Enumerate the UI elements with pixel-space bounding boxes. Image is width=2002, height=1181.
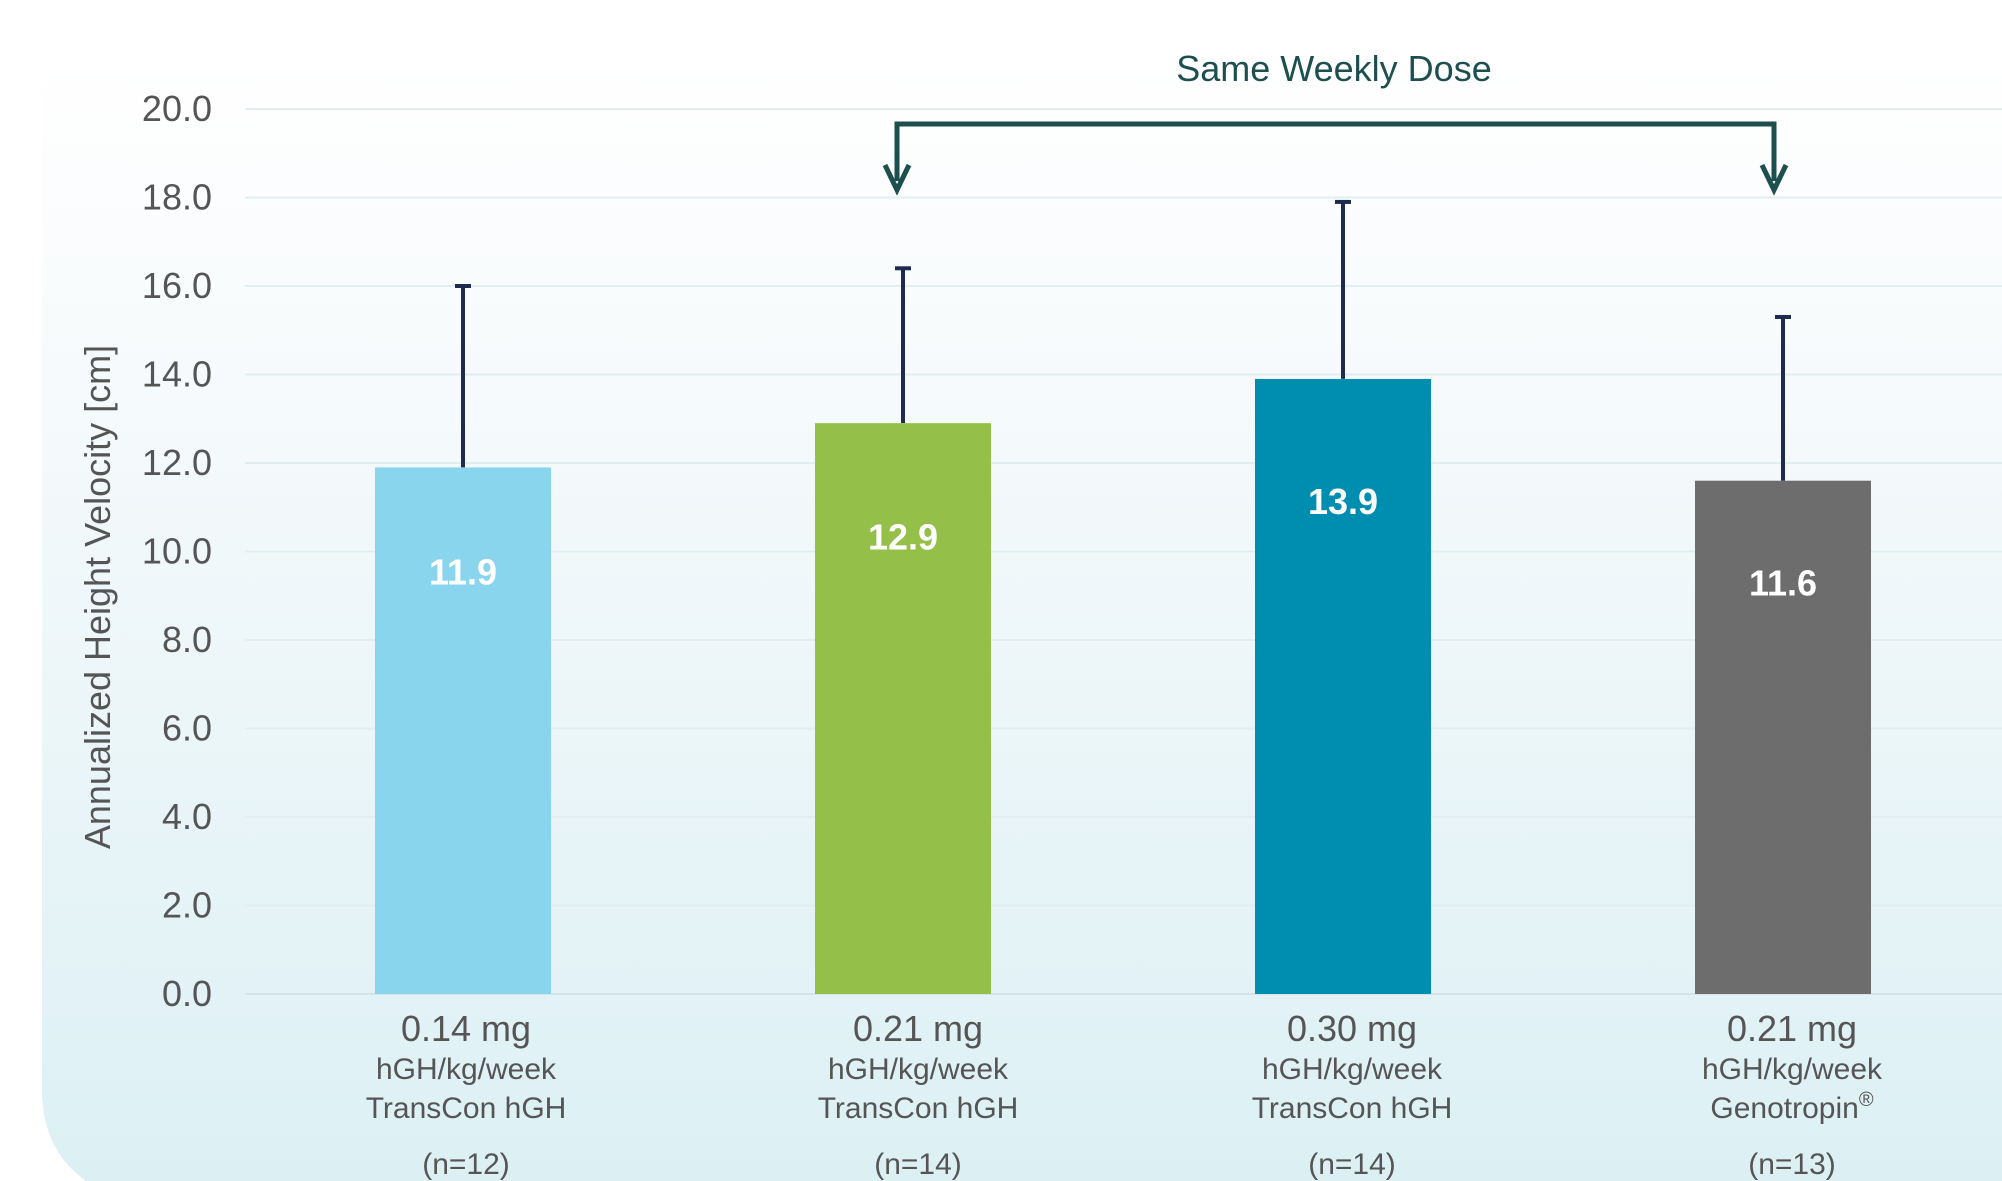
bar-value-labels: 11.9 12.9 13.9 11.6 — [429, 481, 1817, 603]
bar — [375, 467, 551, 994]
bar — [1695, 480, 1871, 994]
same-dose-annotation: Same Weekly Dose — [882, 48, 1789, 196]
bar — [815, 423, 991, 994]
annotation-arrowhead — [1759, 163, 1789, 196]
x-category-dose: 0.21 mg — [853, 1008, 983, 1049]
y-tick-label: 18.0 — [142, 177, 212, 218]
annotation-arrowhead — [882, 163, 912, 196]
y-tick-label: 16.0 — [142, 265, 212, 306]
x-category-product-name: TransCon hGH — [366, 1092, 567, 1125]
bar-value-label: 12.9 — [868, 516, 938, 557]
x-category-n: (n=14) — [874, 1148, 962, 1181]
y-tick-label: 14.0 — [142, 354, 212, 395]
y-tick-label: 20.0 — [142, 88, 212, 129]
x-category-product: TransCon hGH — [818, 1092, 1019, 1125]
x-category-unit: hGH/kg/week — [1702, 1053, 1883, 1086]
y-tick-label: 6.0 — [162, 708, 212, 749]
x-category-unit: hGH/kg/week — [828, 1053, 1009, 1086]
y-tick-label: 0.0 — [162, 973, 212, 1014]
bar-value-label: 13.9 — [1308, 481, 1378, 522]
x-category-n: (n=13) — [1748, 1148, 1836, 1181]
y-tick-label: 2.0 — [162, 885, 212, 926]
x-category-n: (n=12) — [422, 1148, 510, 1181]
x-category-dose: 0.14 mg — [401, 1008, 531, 1049]
y-axis-ticks: 0.0 2.0 4.0 6.0 8.0 10.0 12.0 14.0 16.0 18.0 20.0 — [142, 88, 212, 1014]
error-bars — [455, 199, 1791, 481]
bar-value-label: 11.9 — [429, 552, 497, 593]
y-tick-label: 8.0 — [162, 619, 212, 660]
x-category-unit: hGH/kg/week — [376, 1053, 557, 1086]
x-category-product-superscript: ® — [1859, 1089, 1874, 1111]
x-category-dose: 0.21 mg — [1727, 1008, 1857, 1049]
y-tick-label: 4.0 — [162, 796, 212, 837]
y-tick-label: 12.0 — [142, 442, 212, 483]
x-category-product: TransCon hGH — [366, 1092, 567, 1125]
x-category-product-name: Genotropin — [1710, 1092, 1858, 1125]
y-axis-label: Annualized Height Velocity [cm] — [77, 345, 118, 849]
x-category-product: TransCon hGH — [1252, 1092, 1453, 1125]
x-category-product-name: TransCon hGH — [1252, 1092, 1453, 1125]
bar — [1255, 378, 1431, 994]
bar-value-label: 11.6 — [1749, 562, 1817, 603]
x-category-dose: 0.30 mg — [1287, 1008, 1417, 1049]
y-tick-label: 10.0 — [142, 531, 212, 572]
annotation-bracket — [894, 121, 1777, 181]
annotation-label: Same Weekly Dose — [1176, 48, 1491, 89]
x-axis-categories: 0.14 mg hGH/kg/week TransCon hGH (n=12) 0.21… — [366, 1008, 1883, 1181]
bars — [375, 378, 1871, 994]
x-category-n: (n=14) — [1308, 1148, 1396, 1181]
x-category-product: Genotropin® — [1710, 1089, 1873, 1125]
x-category-product-name: TransCon hGH — [818, 1092, 1019, 1125]
x-category-unit: hGH/kg/week — [1262, 1053, 1443, 1086]
